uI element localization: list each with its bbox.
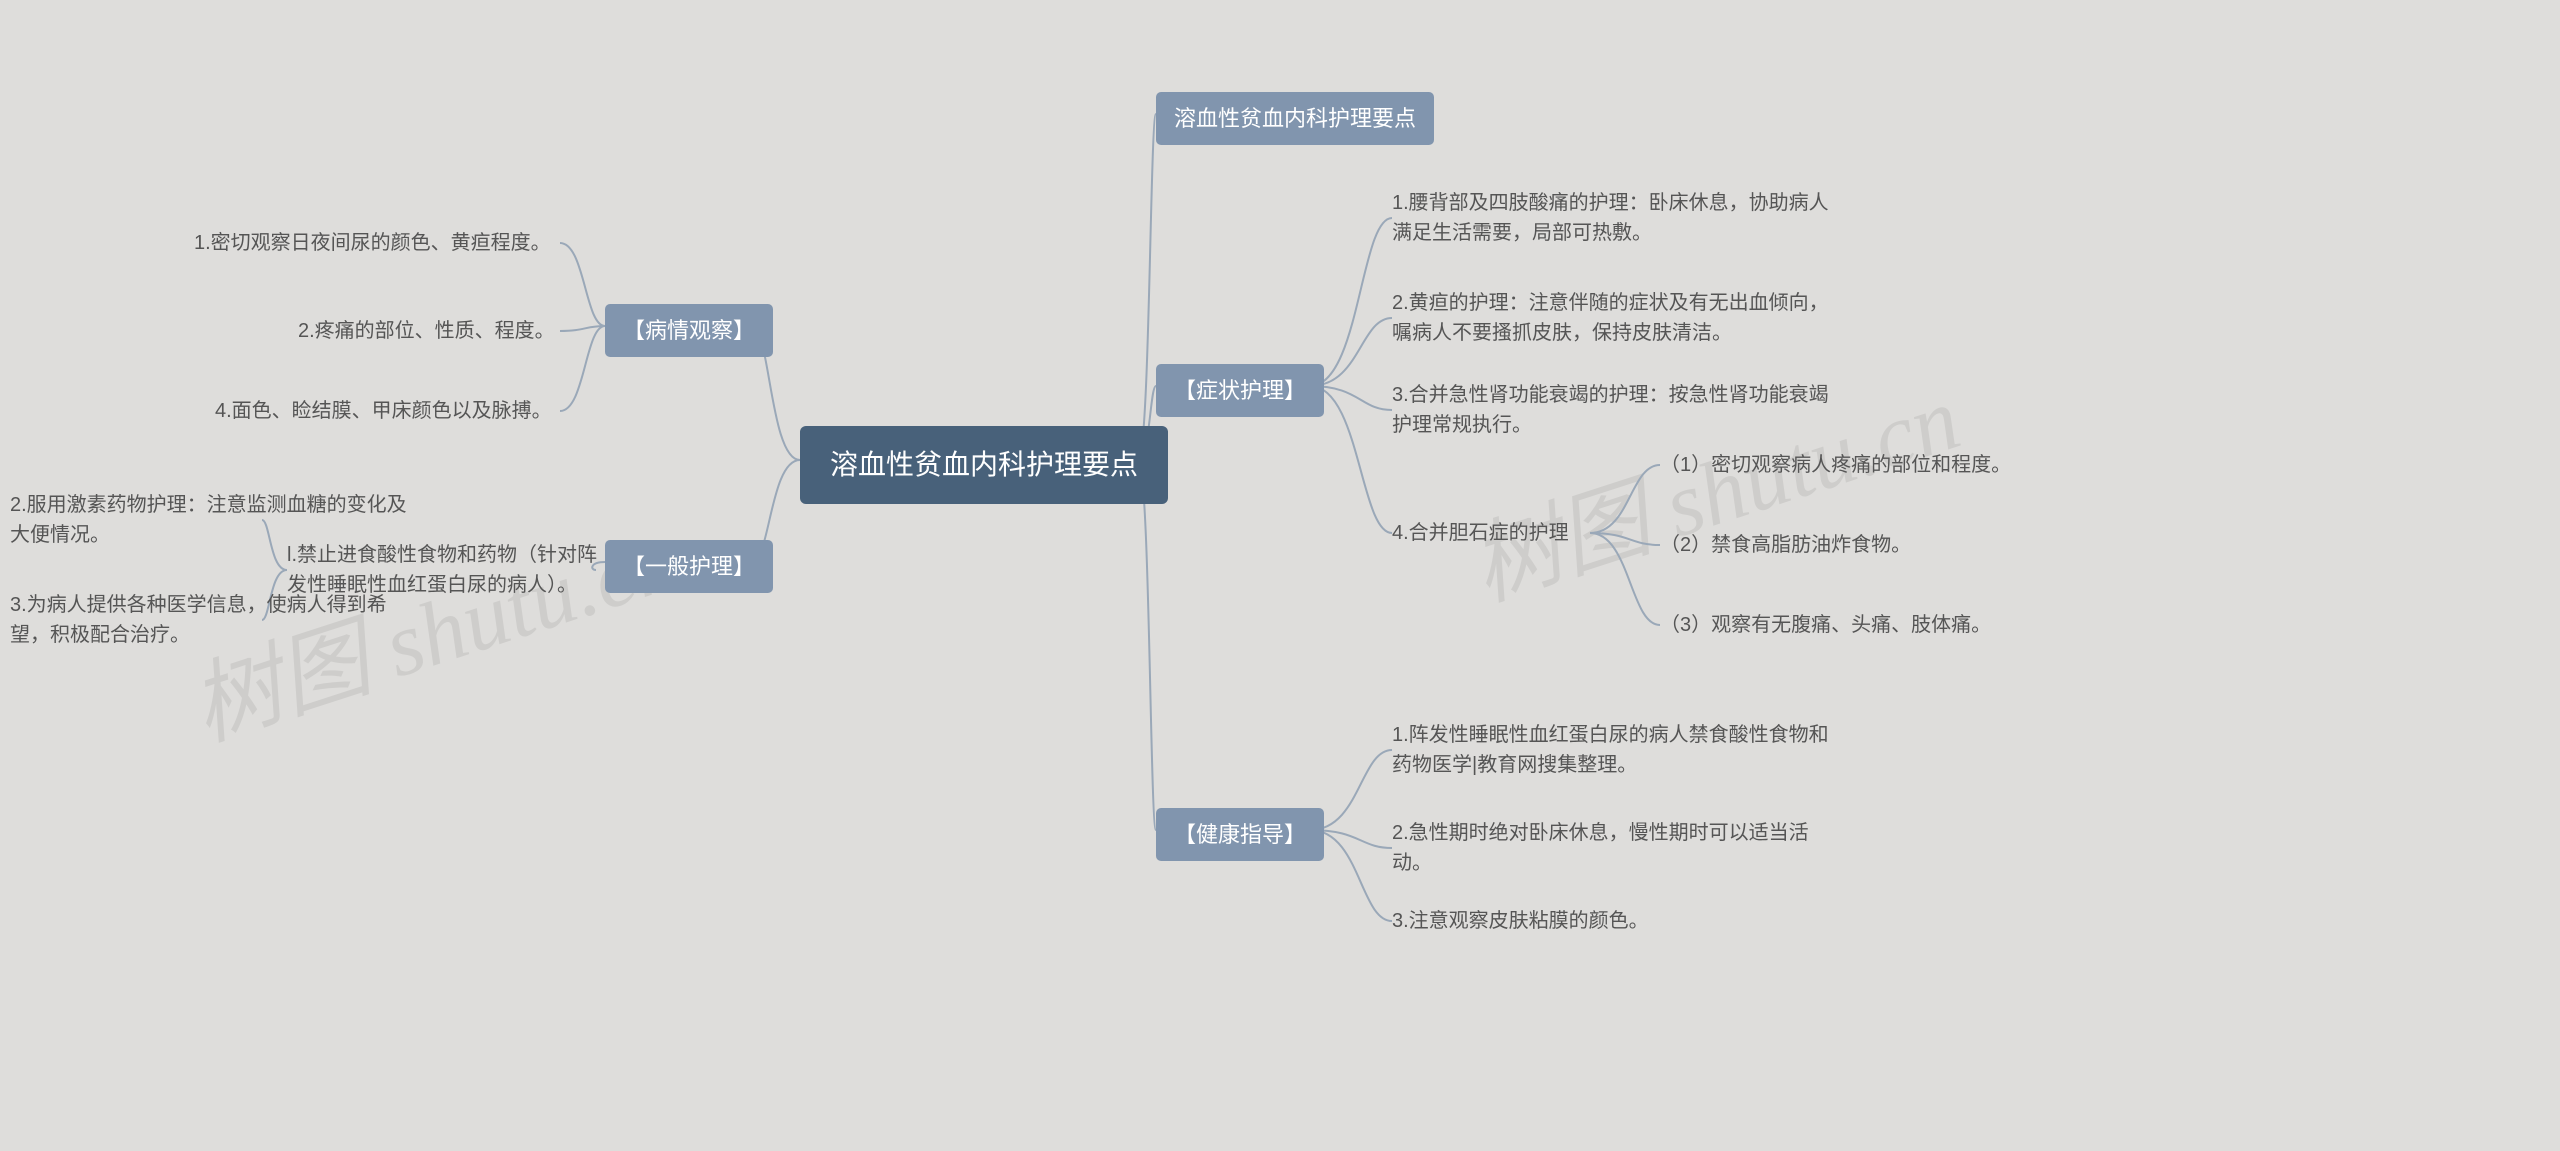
- leaf: 1.密切观察日夜间尿的颜色、黄疸程度。: [194, 228, 551, 258]
- cat-health-guide[interactable]: 【健康指导】: [1156, 808, 1324, 861]
- cat-title-dup[interactable]: 溶血性贫血内科护理要点: [1156, 92, 1434, 145]
- leaf: （2）禁食高脂肪油炸食物。: [1660, 530, 1911, 560]
- leaf: 4.合并胆石症的护理: [1392, 518, 1569, 548]
- cat-symptom-care[interactable]: 【症状护理】: [1156, 364, 1324, 417]
- leaf: 1.阵发性睡眠性血红蛋白尿的病人禁食酸性食物和药物医学|教育网搜集整理。: [1392, 720, 1832, 780]
- cat-observation[interactable]: 【病情观察】: [605, 304, 773, 357]
- leaf: （1）密切观察病人疼痛的部位和程度。: [1660, 450, 2011, 480]
- leaf: 3.注意观察皮肤粘膜的颜色。: [1392, 906, 1649, 936]
- leaf: 2.服用激素药物护理：注意监测血糖的变化及大便情况。: [10, 490, 410, 550]
- leaf: 2.疼痛的部位、性质、程度。: [298, 316, 555, 346]
- leaf: 2.黄疸的护理：注意伴随的症状及有无出血倾向，嘱病人不要搔抓皮肤，保持皮肤清洁。: [1392, 288, 1832, 348]
- leaf: （3）观察有无腹痛、头痛、肢体痛。: [1660, 610, 1991, 640]
- leaf: 2.急性期时绝对卧床休息，慢性期时可以适当活动。: [1392, 818, 1832, 878]
- root-node[interactable]: 溶血性贫血内科护理要点: [800, 426, 1168, 504]
- leaf: 3.合并急性肾功能衰竭的护理：按急性肾功能衰竭护理常规执行。: [1392, 380, 1832, 440]
- cat-general-care[interactable]: 【一般护理】: [605, 540, 773, 593]
- leaf: 3.为病人提供各种医学信息，使病人得到希望，积极配合治疗。: [10, 590, 410, 650]
- leaf: 4.面色、睑结膜、甲床颜色以及脉搏。: [215, 396, 552, 426]
- leaf: 1.腰背部及四肢酸痛的护理：卧床休息，协助病人满足生活需要，局部可热敷。: [1392, 188, 1832, 248]
